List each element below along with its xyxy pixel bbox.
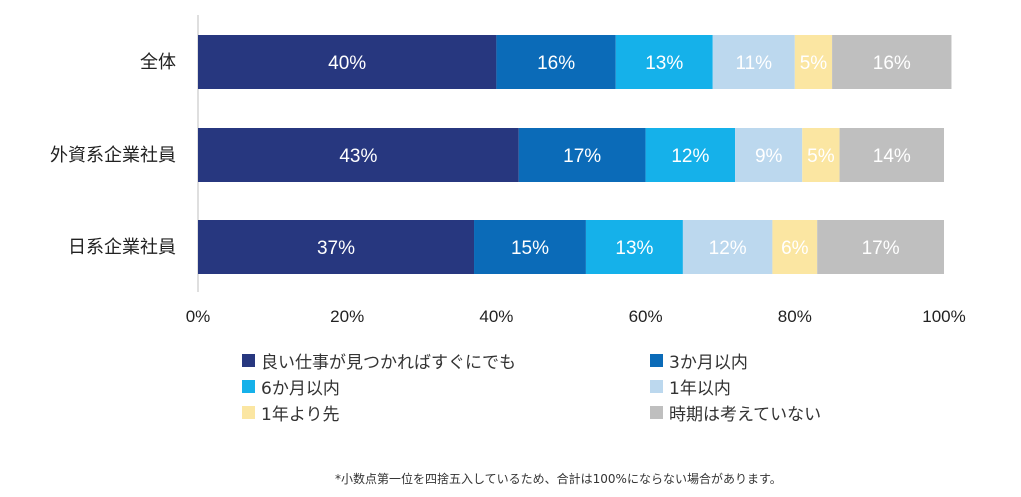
data-label: 16% xyxy=(873,53,911,74)
data-label: 14% xyxy=(873,146,911,167)
bar-segment xyxy=(772,220,818,274)
data-label: 17% xyxy=(862,238,900,259)
data-label: 16% xyxy=(537,53,575,74)
x-tick-label: 60% xyxy=(629,307,663,326)
data-label: 12% xyxy=(671,146,709,167)
x-tick-label: 0% xyxy=(186,307,211,326)
stacked-bar-chart: 全体 40% 16% 13% 11% 5% 16% 外資系企業社員 43% 17% 12% 9% 5% 1… xyxy=(50,15,966,326)
legend-label: 3か月以内 xyxy=(669,353,748,373)
legend-label: 6か月以内 xyxy=(261,379,340,399)
legend-label: 良い仕事が見つかればすぐにでも xyxy=(261,353,516,373)
legend-swatch xyxy=(650,380,663,393)
legend-swatch xyxy=(650,406,663,419)
legend-item: 3か月以内 xyxy=(650,348,748,373)
footnote: *小数点第一位を四捨五入しているため、合計は100%にならない場合があります。 xyxy=(335,472,782,486)
data-label: 40% xyxy=(328,53,366,74)
data-label: 13% xyxy=(615,238,653,259)
legend-swatch xyxy=(242,354,255,367)
data-label: 37% xyxy=(317,238,355,259)
data-label: 6% xyxy=(781,238,809,259)
bar-segment xyxy=(682,220,773,274)
x-tick-label: 80% xyxy=(778,307,812,326)
legend-label: 時期は考えていない xyxy=(669,405,822,425)
category-label: 外資系企業社員 xyxy=(50,145,176,165)
data-label: 9% xyxy=(755,146,783,167)
legend-item: 6か月以内 xyxy=(242,374,340,399)
x-tick-label: 20% xyxy=(330,307,364,326)
legend-item: 良い仕事が見つかればすぐにでも xyxy=(242,348,516,373)
data-label: 17% xyxy=(563,146,601,167)
legend-swatch xyxy=(650,354,663,367)
data-label: 12% xyxy=(709,238,747,259)
bar-segment xyxy=(794,35,833,89)
legend-item: 1年以内 xyxy=(650,374,731,399)
bar-segment xyxy=(802,128,840,182)
bar-segment xyxy=(496,35,616,89)
legend-label: 1年より先 xyxy=(261,405,340,425)
data-label: 11% xyxy=(735,53,772,74)
bar-segment xyxy=(198,128,519,182)
category-label: 日系企業社員 xyxy=(68,237,176,257)
x-tick-label: 100% xyxy=(922,307,965,326)
legend-swatch xyxy=(242,406,255,419)
x-tick-label: 40% xyxy=(479,307,513,326)
category-label: 全体 xyxy=(140,52,176,72)
data-label: 5% xyxy=(807,146,835,167)
bar-segment xyxy=(518,128,646,182)
bar-segment xyxy=(645,128,736,182)
legend-swatch xyxy=(242,380,255,393)
bar-segment xyxy=(198,35,497,89)
bar-segment xyxy=(839,128,944,182)
bar-segment xyxy=(474,220,586,274)
bar-segment xyxy=(615,35,713,89)
data-label: 13% xyxy=(645,53,683,74)
bar-segment xyxy=(712,35,795,89)
bar-segment xyxy=(198,220,475,274)
data-label: 5% xyxy=(800,53,828,74)
legend-item: 1年より先 xyxy=(242,400,339,425)
bar-segment xyxy=(735,128,803,182)
bar-segment xyxy=(832,35,952,89)
legend-item: 時期は考えていない xyxy=(650,400,821,425)
bar-segment xyxy=(817,220,944,274)
data-label: 43% xyxy=(339,146,377,167)
data-label: 15% xyxy=(511,238,549,259)
legend-label: 1年以内 xyxy=(669,379,731,399)
bar-segment xyxy=(585,220,683,274)
